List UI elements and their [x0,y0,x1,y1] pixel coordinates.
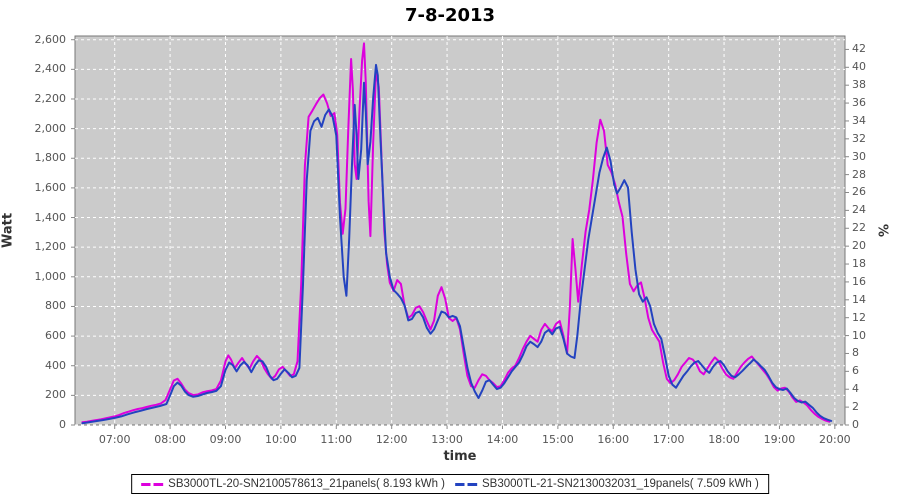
y-right-tick-label: 40 [852,60,866,74]
y-right-tick-label: 30 [852,149,866,163]
y-right-tick-label: 0 [852,418,859,431]
x-axis-tick-label: 07:00 [98,433,131,446]
x-axis-tick-label: 08:00 [154,433,186,446]
y-right-tick-label: 10 [852,328,866,342]
x-axis-tick-label: 17:00 [652,433,685,446]
y-right-tick-label: 4 [852,382,859,396]
y-axis-title-percent: % [874,223,890,238]
y-right-tick-label: 26 [852,185,866,199]
y-left-tick-label: 200 [45,388,66,402]
y-left-tick-label: 1,400 [34,210,67,224]
y-left-tick-label: 600 [45,329,66,343]
y-right-tick-label: 6 [852,364,859,378]
plot-background [74,35,846,426]
legend-label: SB3000TL-21-SN2130032031_19panels( 7.509… [482,478,759,490]
y-left-tick-label: 1,200 [34,240,67,254]
x-axis-tick-label: 16:00 [597,433,630,446]
x-axis-title-time: time [443,449,477,464]
y-right-tick-label: 24 [852,203,866,217]
y-left-tick-label: 1,000 [34,269,67,283]
chart-title: 7-8-2013 [404,5,496,26]
y-right-tick-label: 28 [852,167,866,181]
legend-line-swatch-blue [455,482,477,486]
legend: SB3000TL-20-SN2100578613_21panels( 8.193… [131,474,769,494]
x-axis-tick-label: 12:00 [375,433,408,446]
y-right-tick-label: 18 [852,257,866,271]
y-left-tick-label: 2,400 [34,62,67,76]
y-left-tick-label: 2,000 [34,121,67,135]
x-axis-tick-label: 20:00 [818,433,851,446]
y-left-tick-label: 0 [59,418,66,431]
x-axis-tick-label: 18:00 [708,433,740,446]
y-right-tick-label: 38 [852,78,866,92]
y-right-tick-label: 32 [852,131,866,145]
y-left-tick-label: 1,800 [34,151,67,165]
y-left-tick-label: 800 [45,299,66,313]
legend-label: SB3000TL-20-SN2100578613_21panels( 8.193… [168,478,445,490]
x-axis-tick-label: 15:00 [542,433,574,446]
y-right-tick-label: 22 [852,221,866,235]
y-axis-title-watt: Watt [0,212,16,249]
legend-line-swatch-magenta [141,482,164,486]
y-left-tick-label: 2,200 [34,91,67,105]
y-right-tick-label: 20 [852,239,866,253]
y-right-tick-label: 8 [852,346,859,360]
y-right-tick-label: 34 [852,113,866,127]
y-right-tick-label: 2 [852,400,859,414]
legend-item-inverter-21: SB3000TL-21-SN2130032031_19panels( 7.509… [455,478,759,490]
y-right-tick-label: 14 [852,292,866,306]
x-axis-tick-label: 13:00 [431,433,463,446]
x-axis-tick-label: 10:00 [265,433,297,446]
y-right-tick-label: 16 [852,274,866,288]
x-axis-tick-label: 19:00 [763,433,796,446]
x-axis-tick-label: 09:00 [209,433,242,446]
y-right-tick-label: 36 [852,96,866,110]
y-left-tick-label: 400 [45,358,66,372]
y-right-tick-label: 12 [852,310,866,324]
y-left-tick-label: 1,600 [34,180,67,194]
x-axis-tick-label: 11:00 [320,433,353,446]
y-left-tick-label: 2,600 [34,32,67,46]
series-line-sb3000tl-21 [81,63,833,425]
y-right-tick-label: 42 [852,42,866,56]
x-axis-tick-label: 14:00 [486,433,519,446]
legend-item-inverter-20: SB3000TL-20-SN2100578613_21panels( 8.193… [141,478,445,490]
